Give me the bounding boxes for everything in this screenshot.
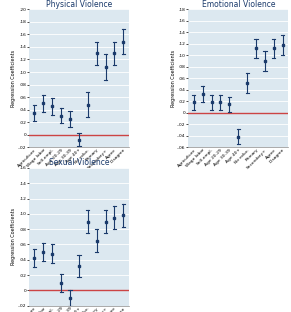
Title: Sexual Violence: Sexual Violence (49, 158, 109, 167)
Y-axis label: Regression Coefficients: Regression Coefficients (11, 50, 16, 107)
Y-axis label: Regression Coefficients: Regression Coefficients (11, 208, 16, 266)
Y-axis label: Regression Coefficients: Regression Coefficients (171, 50, 176, 107)
Title: Emotional Violence: Emotional Violence (202, 0, 275, 9)
Title: Physical Violence: Physical Violence (46, 0, 112, 9)
